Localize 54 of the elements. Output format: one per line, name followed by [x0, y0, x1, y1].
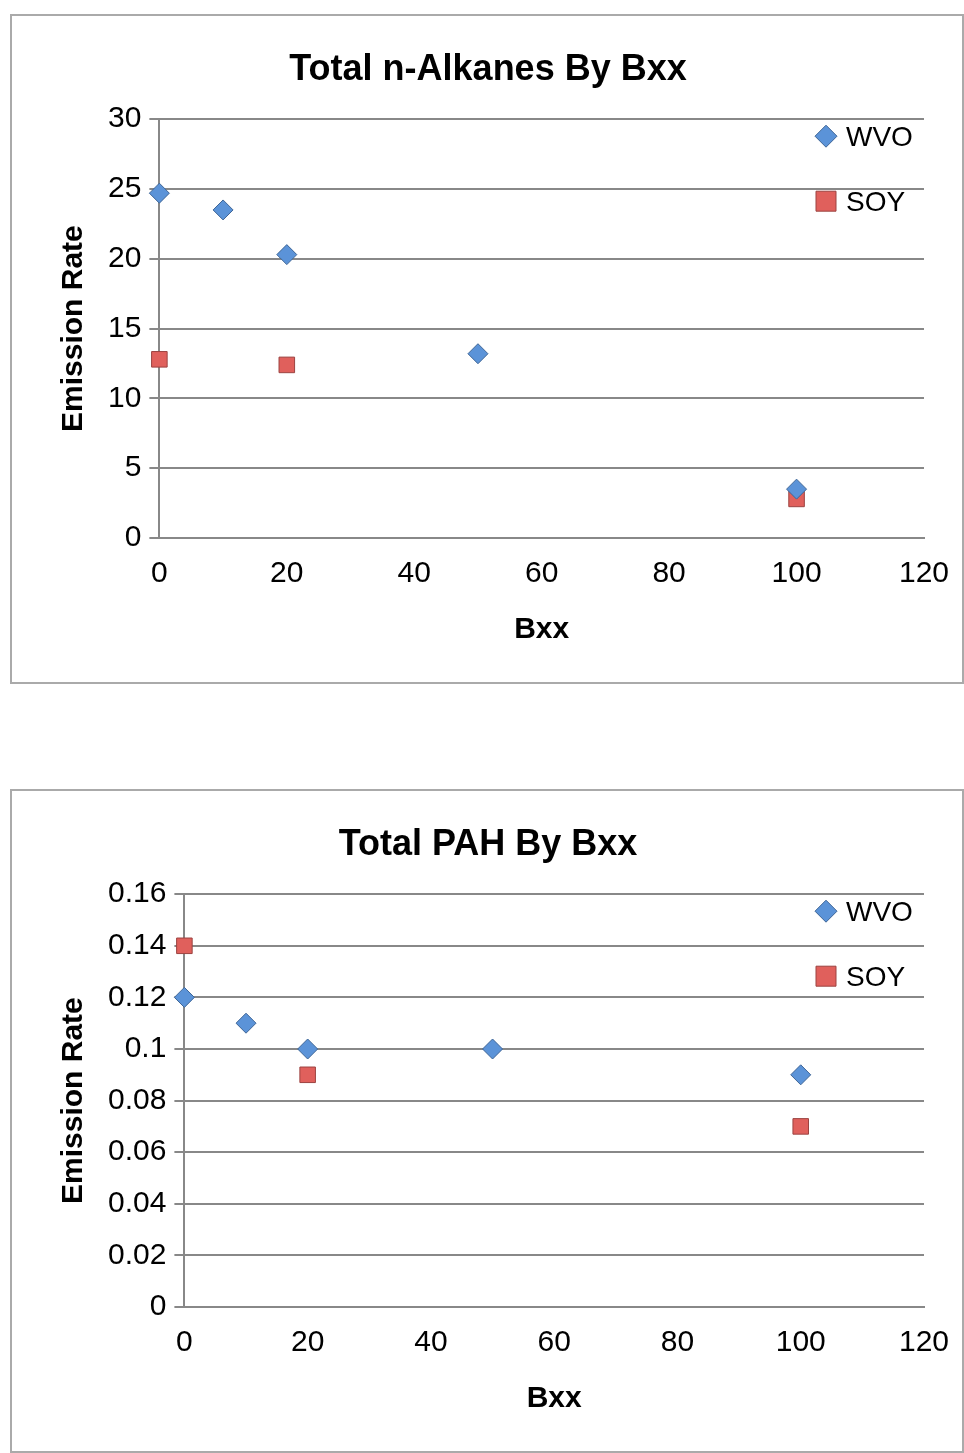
y-tick-label: 0: [149, 1288, 167, 1322]
point: [173, 986, 195, 1008]
y-tick-label: 5: [124, 449, 142, 483]
point: [792, 1118, 810, 1135]
y-axis-title: Emission Rate: [55, 225, 89, 432]
point: [212, 199, 234, 221]
y-tick-label: 25: [107, 170, 142, 204]
x-tick-label: 100: [771, 555, 822, 589]
legend-label: WVO: [846, 120, 913, 152]
point: [278, 356, 296, 374]
y-tick-label: 0.06: [108, 1133, 167, 1167]
point: [176, 937, 193, 955]
point: [235, 1012, 257, 1034]
x-tick-label: 20: [270, 555, 304, 589]
x-axis-title: Bxx: [514, 611, 570, 645]
x-tick-label: 60: [537, 1324, 571, 1358]
y-tick-label: 0.16: [108, 875, 167, 909]
x-tick-label: 20: [290, 1324, 325, 1358]
legend-label: WVO: [846, 895, 913, 927]
y-tick-label: 20: [107, 240, 142, 274]
legend-label: SOY: [846, 960, 906, 992]
x-tick-label: 60: [525, 555, 559, 589]
point: [482, 1038, 504, 1060]
point: [148, 182, 170, 204]
point: [790, 1064, 812, 1086]
y-axis-title: Emission Rate: [55, 997, 89, 1204]
y-tick-label: 0.14: [108, 927, 167, 961]
y-tick-label: 0: [124, 519, 142, 553]
y-tick-label: 0.1: [124, 1030, 167, 1064]
x-tick-label: 80: [660, 1324, 695, 1358]
y-tick-label: 30: [107, 100, 142, 134]
y-tick-label: 10: [107, 379, 142, 413]
legend-label: SOY: [846, 185, 906, 217]
y-tick-label: 0.08: [108, 1081, 167, 1115]
x-tick-label: 120: [898, 1324, 950, 1358]
point: [151, 351, 168, 368]
x-tick-label: 80: [652, 555, 686, 589]
point: [467, 343, 489, 365]
x-tick-label: 0: [176, 1324, 193, 1358]
chart-title: Total n-Alkanes By Bxx: [289, 46, 687, 88]
chart-title: Total PAH By Bxx: [338, 821, 638, 863]
y-tick-label: 0.12: [108, 978, 167, 1012]
y-tick-label: 0.04: [108, 1185, 167, 1219]
point: [786, 478, 808, 500]
y-tick-label: 0.02: [108, 1236, 167, 1270]
point: [276, 244, 298, 266]
y-tick-label: 15: [107, 309, 142, 343]
x-tick-label: 40: [397, 555, 431, 589]
x-tick-label: 100: [775, 1324, 826, 1358]
point: [299, 1066, 316, 1084]
x-tick-label: 120: [898, 555, 950, 589]
point: [297, 1038, 319, 1060]
x-tick-label: 40: [414, 1324, 448, 1358]
x-axis-title: Bxx: [526, 1380, 583, 1414]
